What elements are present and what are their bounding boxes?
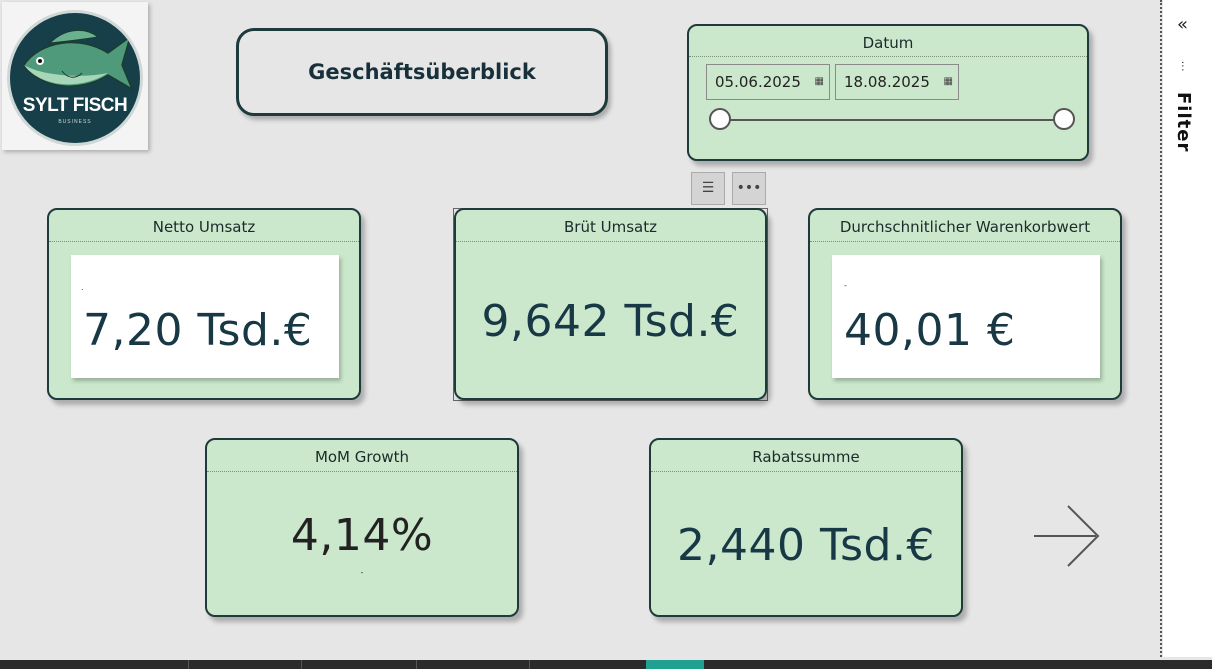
- page-tabs-bar: [0, 660, 1212, 669]
- logo-badge: SYLT FISCH BUSINESS: [7, 10, 143, 146]
- filter-icon: ⫶: [1181, 60, 1185, 75]
- page-tab[interactable]: [417, 660, 530, 669]
- card-value-panel: . 7,20 Tsd.€: [71, 255, 339, 378]
- card-value: 4,14%: [290, 510, 434, 561]
- card-value: 7,20 Tsd.€: [83, 305, 313, 356]
- filter-icon: ☰: [701, 180, 715, 196]
- card-avg-basket[interactable]: Durchschnitlicher Warenkorbwert - 40,01 …: [808, 208, 1122, 400]
- fish-icon: [23, 30, 134, 91]
- double-chevron-left-icon[interactable]: «: [1177, 14, 1189, 35]
- page-tab[interactable]: [302, 660, 417, 669]
- date-slicer[interactable]: Datum 05.06.2025 ▦ 18.08.2025 ▦: [687, 24, 1089, 161]
- page-title-card: Geschäftsüberblick: [236, 28, 608, 116]
- card-label: Rabatssumme: [651, 440, 961, 472]
- date-range-start-handle[interactable]: [709, 108, 731, 130]
- calendar-icon[interactable]: ▦: [814, 76, 824, 87]
- page-title: Geschäftsüberblick: [308, 60, 536, 84]
- start-date-value: 05.06.2025: [715, 73, 801, 91]
- logo-subtitle: BUSINESS: [58, 119, 92, 125]
- logo-brand-text: SYLT FISCH: [22, 95, 128, 116]
- more-options-button[interactable]: •••: [732, 172, 766, 205]
- date-range-track[interactable]: [719, 119, 1063, 121]
- arrow-right-icon[interactable]: [1030, 500, 1102, 572]
- page-tab[interactable]: [0, 660, 189, 669]
- page-tab[interactable]: [189, 660, 302, 669]
- card-note: -: [360, 568, 364, 577]
- filter-pane-label[interactable]: Filter: [1173, 92, 1194, 153]
- end-date-input[interactable]: 18.08.2025 ▦: [835, 64, 959, 100]
- report-canvas: SYLT FISCH BUSINESS Geschäftsüberblick D…: [2, 2, 1122, 617]
- card-netto-umsatz[interactable]: Netto Umsatz . 7,20 Tsd.€: [47, 208, 361, 400]
- card-value: 2,440 Tsd.€: [677, 520, 935, 571]
- end-date-value: 18.08.2025: [844, 73, 930, 91]
- card-label: MoM Growth: [207, 440, 517, 472]
- calendar-icon[interactable]: ▦: [943, 76, 953, 87]
- card-label: Netto Umsatz: [49, 210, 359, 242]
- card-label: Durchschnitlicher Warenkorbwert: [810, 210, 1120, 242]
- more-options-icon: •••: [736, 180, 762, 196]
- card-label: Brüt Umsatz: [456, 210, 765, 242]
- visual-filter-button[interactable]: ☰: [691, 172, 725, 205]
- card-value: 40,01 €: [844, 305, 1016, 356]
- logo: SYLT FISCH BUSINESS: [2, 2, 148, 150]
- card-value: 9,642 Tsd.€: [481, 296, 740, 347]
- card-note: .: [81, 283, 84, 292]
- date-slicer-label: Datum: [689, 26, 1087, 57]
- card-note: -: [844, 281, 847, 290]
- card-mom-growth[interactable]: MoM Growth 4,14% -: [205, 438, 519, 617]
- card-rabattsumme[interactable]: Rabatssumme 2,440 Tsd.€: [649, 438, 963, 617]
- card-value-panel: - 40,01 €: [832, 255, 1100, 378]
- filter-pane[interactable]: « ⫶ Filter: [1163, 0, 1212, 657]
- canvas-edge: [1160, 0, 1162, 657]
- active-page-tab[interactable]: [646, 660, 704, 669]
- card-brut-umsatz[interactable]: Brüt Umsatz 9,642 Tsd.€: [454, 208, 767, 400]
- date-range-end-handle[interactable]: [1053, 108, 1075, 130]
- start-date-input[interactable]: 05.06.2025 ▦: [706, 64, 830, 100]
